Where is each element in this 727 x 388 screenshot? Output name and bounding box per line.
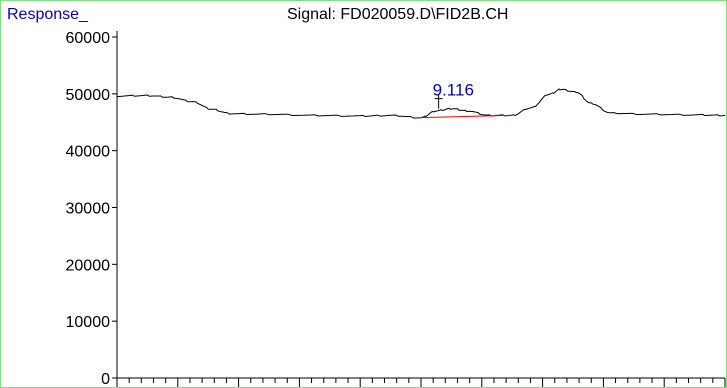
y-tick-label: 10000 [66, 314, 111, 331]
y-tick-label: 30000 [66, 201, 111, 218]
y-tick-label: 60000 [66, 30, 111, 47]
peak-baseline [416, 114, 510, 119]
y-tick-label: 0 [101, 371, 110, 387]
chart-title: Signal: FD020059.D\FID2B.CH [287, 6, 509, 23]
y-tick-label: 20000 [66, 257, 111, 274]
y-tick-label: 40000 [66, 144, 111, 161]
y-tick-label: 50000 [66, 87, 111, 104]
y-axis-label: Response_ [7, 6, 88, 23]
peak-label: 9.116 [433, 81, 474, 100]
signal-trace [116, 88, 726, 119]
